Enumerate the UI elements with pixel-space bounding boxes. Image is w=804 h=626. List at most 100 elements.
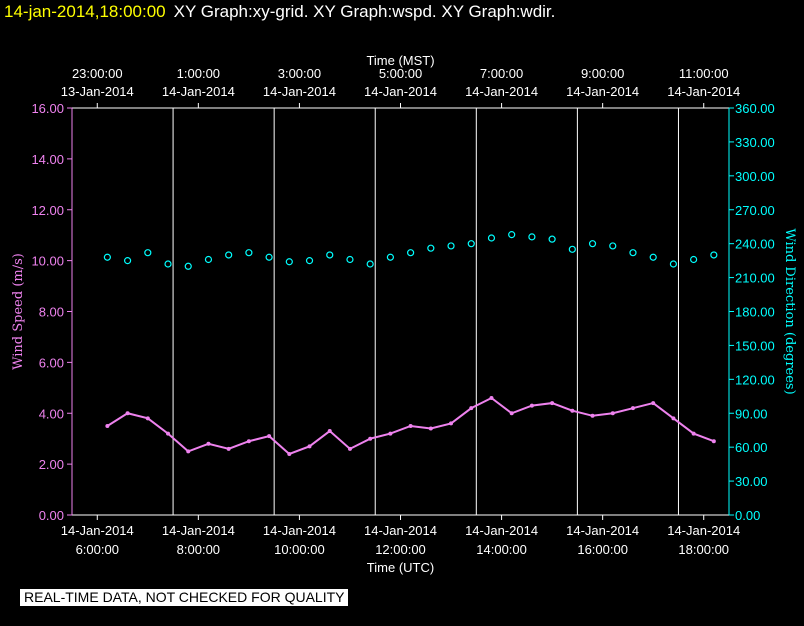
x-top-tick-time: 9:00:00 — [581, 66, 624, 81]
wind-speed-point — [529, 403, 534, 408]
y-left-tick-label: 0.00 — [39, 508, 64, 523]
y-left-tick-label: 10.00 — [31, 254, 64, 269]
y-left-tick-label: 2.00 — [39, 457, 64, 472]
wind-direction-point — [447, 242, 455, 250]
y-left-tick-label: 12.00 — [31, 203, 64, 218]
wind-speed-point — [711, 439, 716, 444]
y-right-tick-label: 360.00 — [735, 101, 775, 116]
wind-direction-point — [204, 255, 213, 264]
wind-speed-point — [651, 401, 656, 406]
x-bottom-tick-time: 14:00:00 — [476, 542, 527, 557]
wind-speed-point — [408, 423, 413, 428]
wind-speed-point — [469, 406, 474, 411]
wind-direction-point — [285, 258, 293, 266]
wind-direction-point — [144, 249, 152, 257]
wind-direction-point — [346, 255, 354, 264]
wind-direction-point — [690, 255, 698, 264]
x-top-tick-date: 13-Jan-2014 — [61, 84, 134, 99]
x-bottom-tick-date: 14-Jan-2014 — [162, 523, 235, 538]
x-bottom-tick-time: 18:00:00 — [678, 542, 729, 557]
wind-direction-point — [184, 262, 192, 270]
y-right-tick-label: 300.00 — [735, 169, 775, 184]
x-top-axis-title: Time (MST) — [366, 53, 434, 68]
x-top-tick-date: 14-Jan-2014 — [364, 84, 437, 99]
x-bottom-tick-time: 8:00:00 — [177, 542, 220, 557]
wind-speed-series — [105, 395, 716, 456]
wind-direction-point — [366, 260, 374, 268]
y-left-tick-label: 6.00 — [39, 355, 64, 370]
x-bottom-tick-date: 14-Jan-2014 — [566, 523, 639, 538]
header-timestamp: 14-jan-2014,18:00:00 — [4, 2, 166, 21]
wind-speed-point — [509, 411, 514, 416]
wind-direction-point — [305, 257, 314, 265]
wind-speed-point — [489, 395, 494, 400]
grid-layer — [172, 108, 679, 515]
y-left-axis-title: Wind Speed (m/s) — [11, 253, 26, 370]
x-bottom-tick-date: 14-Jan-2014 — [667, 523, 740, 538]
wind-speed-point — [550, 401, 555, 406]
header: 14-jan-2014,18:00:00 XY Graph:xy-grid. XY… — [4, 2, 555, 22]
x-bottom-tick-time: 10:00:00 — [274, 542, 325, 557]
wind-direction-point — [467, 240, 475, 248]
x-top-tick-date: 14-Jan-2014 — [667, 84, 740, 99]
y-left-tick-label: 4.00 — [39, 406, 64, 421]
wind-direction-point — [568, 245, 576, 253]
x-bottom-tick-time: 12:00:00 — [375, 542, 426, 557]
wind-speed-point — [570, 408, 575, 413]
x-top-tick-date: 14-Jan-2014 — [566, 84, 639, 99]
axes-layer — [67, 103, 734, 520]
x-bottom-tick-date: 14-Jan-2014 — [364, 523, 437, 538]
x-top-tick-date: 14-Jan-2014 — [263, 84, 336, 99]
wind-direction-point — [629, 249, 637, 257]
header-graph-list: XY Graph:xy-grid. XY Graph:wspd. XY Grap… — [173, 2, 556, 21]
wind-direction-point — [588, 240, 597, 248]
labels-layer: 0.00 2.00 4.00 6.00 8.00 10.00 12.00 14.00 16.00… — [11, 53, 797, 575]
wind-speed-point — [327, 429, 332, 434]
wind-direction-point — [407, 249, 415, 257]
y-right-tick-label: 330.00 — [735, 135, 775, 150]
wind-speed-point — [590, 413, 595, 418]
x-top-tick-time: 1:00:00 — [177, 66, 220, 81]
x-top-tick-time: 23:00:00 — [72, 66, 123, 81]
wind-speed-point — [125, 411, 130, 416]
x-bottom-axis-title: Time (UTC) — [367, 560, 434, 575]
wind-direction-point — [609, 242, 617, 250]
wind-speed-point — [691, 431, 696, 436]
y-right-tick-label: 0.00 — [735, 508, 760, 523]
wind-direction-point — [265, 253, 273, 261]
y-right-axis-title: Wind Direction (degrees) — [782, 228, 797, 394]
wind-speed-point — [287, 451, 292, 456]
y-right-tick-label: 90.00 — [735, 406, 768, 421]
wind-speed-point — [206, 441, 211, 446]
quality-notice: REAL-TIME DATA, NOT CHECKED FOR QUALITY — [20, 589, 349, 606]
wind-direction-point — [164, 260, 172, 268]
wind-direction-point — [508, 231, 516, 239]
x-top-tick-time: 11:00:00 — [679, 66, 729, 81]
wind-speed-point — [671, 416, 676, 421]
wind-speed-point — [145, 416, 150, 421]
wind-direction-point — [123, 257, 132, 265]
y-left-tick-label: 8.00 — [39, 305, 64, 320]
x-bottom-tick-date: 14-Jan-2014 — [465, 523, 538, 538]
x-bottom-tick-time: 16:00:00 — [577, 542, 628, 557]
wind-speed-point — [347, 446, 352, 451]
wind-direction-point — [427, 244, 435, 252]
wind-direction-point — [245, 249, 253, 257]
wind-speed-point — [186, 449, 191, 454]
wind-speed-point — [368, 436, 373, 441]
wind-direction-point — [103, 253, 111, 261]
wind-speed-point — [630, 406, 635, 411]
wind-direction-point — [548, 235, 556, 243]
x-top-tick-time: 3:00:00 — [278, 66, 321, 81]
x-bottom-tick-time: 6:00:00 — [76, 542, 119, 557]
wind-direction-point — [386, 253, 394, 261]
wind-direction-point — [669, 260, 678, 268]
wind-direction-point — [225, 251, 233, 259]
x-bottom-tick-date: 14-Jan-2014 — [61, 523, 134, 538]
wind-speed-point — [246, 439, 251, 444]
x-top-tick-time: 5:00:00 — [379, 66, 422, 81]
y-right-tick-label: 60.00 — [735, 440, 768, 455]
y-right-tick-label: 210.00 — [735, 271, 775, 286]
wind-direction-point — [326, 251, 334, 259]
